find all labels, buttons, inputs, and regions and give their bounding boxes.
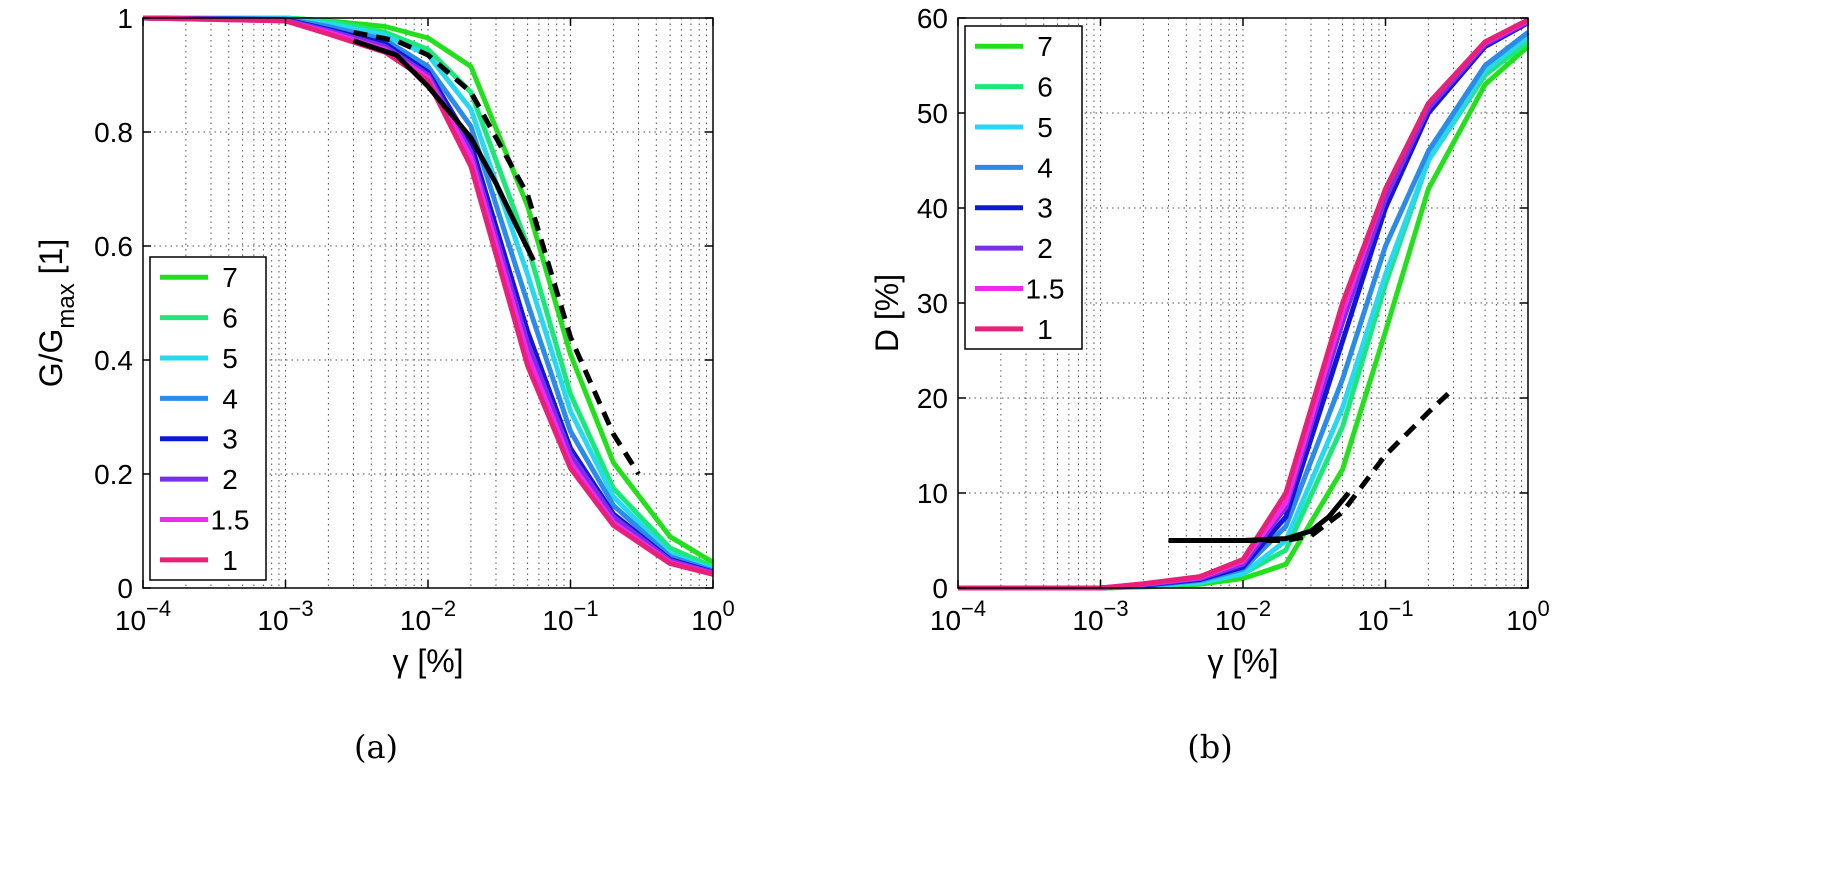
x-axis-label: γ [%]	[1207, 643, 1278, 679]
x-tick-base: 10	[1357, 605, 1388, 636]
legend-label-1.5: 1.5	[211, 504, 250, 535]
y-tick-label: 0.6	[94, 231, 133, 262]
figure-caption: (b)	[1187, 728, 1232, 766]
x-tick-label: 10−4	[930, 596, 986, 636]
x-tick-base: 10	[1506, 605, 1537, 636]
x-tick-exp: −1	[574, 596, 599, 621]
y-axis-label-tail: [1]	[33, 239, 69, 283]
y-tick-label: 0.8	[94, 117, 133, 148]
x-tick-exp: −1	[1389, 596, 1414, 621]
y-tick-label: 10	[917, 478, 948, 509]
reference-line-solid	[352, 38, 536, 262]
x-tick-label: 100	[691, 596, 734, 636]
legend-box	[964, 25, 1083, 350]
x-tick-label: 10−4	[115, 596, 171, 636]
y-tick-label: 0.4	[94, 345, 133, 376]
series-line-1	[142, 15, 714, 577]
legend-label-2: 2	[1037, 233, 1053, 264]
reference-line-dashed	[1243, 386, 1456, 543]
series-line-1	[958, 17, 1530, 591]
legend: 7 6 5 4 3 2 1.5 1	[149, 256, 267, 581]
x-tick-base: 10	[400, 605, 431, 636]
x-tick-exp: 0	[1537, 596, 1549, 621]
legend-box	[149, 256, 267, 581]
x-tick-label: 10−1	[1357, 596, 1413, 636]
y-axis-label-sub: max	[53, 283, 80, 328]
x-tick-exp: −3	[1104, 596, 1129, 621]
x-tick-label: 10−1	[542, 596, 598, 636]
legend-label-3: 3	[222, 424, 238, 455]
y-tick-label: 20	[917, 383, 948, 414]
legend-label-5: 5	[1037, 112, 1053, 143]
figure-caption: (a)	[354, 728, 398, 766]
y-axis-label: D [%]	[869, 274, 905, 352]
y-tick-label: 0	[117, 573, 133, 604]
x-axis-label: γ [%]	[392, 643, 463, 679]
x-tick-base: 10	[257, 605, 288, 636]
y-tick-label: 30	[917, 288, 948, 319]
x-tick-base: 10	[1072, 605, 1103, 636]
x-tick-label: 10−3	[257, 596, 313, 636]
grid	[143, 18, 713, 588]
y-tick-label: 40	[917, 193, 948, 224]
legend-label-6: 6	[222, 303, 238, 334]
y-tick-label: 60	[917, 3, 948, 34]
legend-label-1: 1	[222, 545, 238, 576]
legend-label-3: 3	[1037, 193, 1053, 224]
x-tick-label: 10−2	[1215, 596, 1271, 636]
legend-label-4: 4	[1037, 152, 1053, 183]
legend-label-4: 4	[222, 383, 238, 414]
x-tick-base: 10	[542, 605, 573, 636]
y-tick-label: 0	[932, 573, 948, 604]
reference-line-dashed	[353, 29, 641, 476]
reference-line-solid	[1168, 491, 1351, 543]
x-tick-exp: −4	[961, 596, 986, 621]
series-group	[142, 15, 715, 577]
legend-label-2: 2	[222, 464, 238, 495]
legend: 7 6 5 4 3 2 1.5 1	[964, 25, 1083, 350]
x-tick-exp: −4	[146, 596, 171, 621]
x-tick-base: 10	[930, 605, 961, 636]
legend-label-1.5: 1.5	[1026, 273, 1065, 304]
x-tick-label: 100	[1506, 596, 1549, 636]
x-tick-label: 10−2	[400, 596, 456, 636]
x-tick-base: 10	[691, 605, 722, 636]
legend-label-6: 6	[1037, 72, 1053, 103]
x-tick-exp: 0	[722, 596, 734, 621]
x-tick-exp: −2	[431, 596, 456, 621]
legend-label-7: 7	[1037, 31, 1053, 62]
x-tick-base: 10	[115, 605, 146, 636]
x-tick-exp: −2	[1246, 596, 1271, 621]
y-tick-label: 1	[117, 3, 133, 34]
y-axis-label-main: G/G	[33, 329, 69, 388]
x-tick-base: 10	[1215, 605, 1246, 636]
legend-label-1: 1	[1037, 314, 1053, 345]
y-tick-label: 0.2	[94, 459, 133, 490]
legend-label-5: 5	[222, 343, 238, 374]
legend-label-7: 7	[222, 262, 238, 293]
x-tick-exp: −3	[289, 596, 314, 621]
x-tick-label: 10−3	[1072, 596, 1128, 636]
y-tick-label: 50	[917, 98, 948, 129]
y-axis-label: G/Gmax [1]	[33, 239, 80, 387]
